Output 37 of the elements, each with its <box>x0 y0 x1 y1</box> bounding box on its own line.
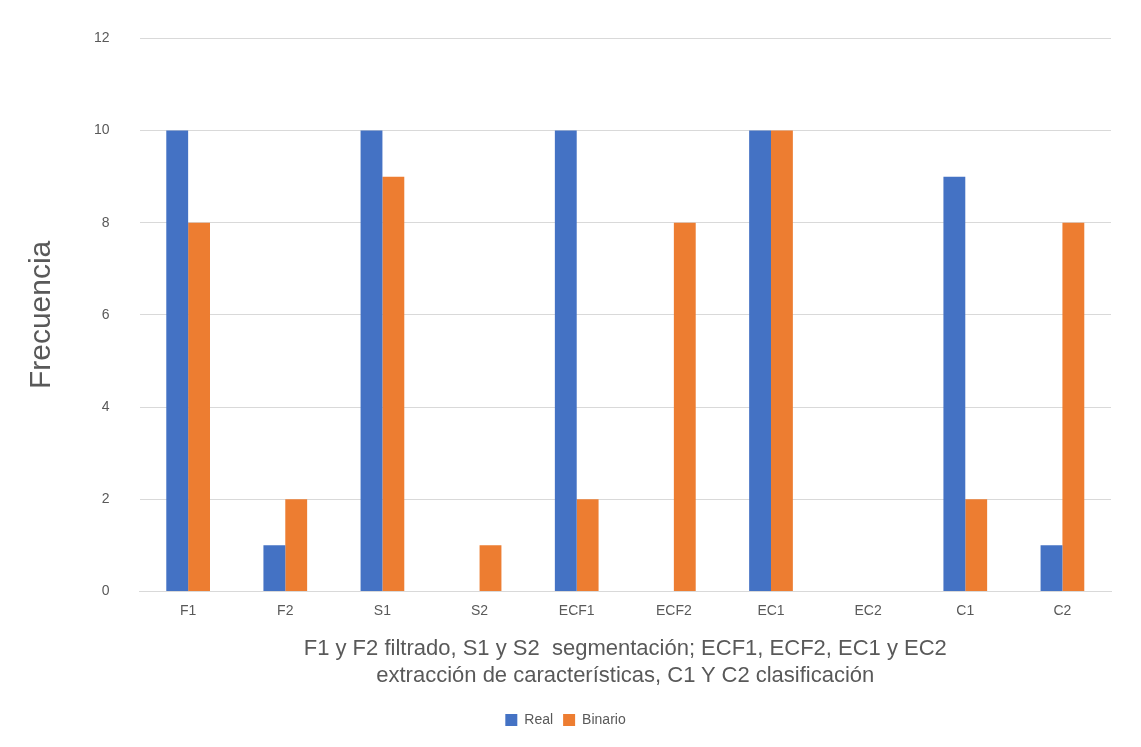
bar <box>965 499 988 591</box>
x-tick-label: C1 <box>956 601 975 618</box>
x-axis-title: F1 y F2 filtrado, S1 y S2 segmentación; ECF1, ECF2, EC1 y EC2 extracción de características, C1 Y C2 clasificación <box>303 635 947 687</box>
bar <box>360 130 383 591</box>
bar <box>285 499 308 591</box>
y-tick-label: 10 <box>93 121 110 138</box>
bar <box>943 176 966 591</box>
x-tick-label: F2 <box>277 601 294 618</box>
y-tick-label: 0 <box>101 582 110 599</box>
y-tick-label: 6 <box>101 305 110 322</box>
x-tick-label: F1 <box>179 601 197 618</box>
bar <box>771 130 793 591</box>
bar <box>576 499 599 591</box>
bar <box>554 130 577 591</box>
bar <box>749 130 771 591</box>
bar <box>166 130 189 591</box>
y-tick-label: 2 <box>101 490 110 507</box>
legend-label: Binario <box>582 710 626 727</box>
x-tick-label: C2 <box>1053 601 1072 618</box>
bar <box>263 545 286 591</box>
bar <box>673 222 696 591</box>
bar <box>188 222 210 591</box>
legend-label: Real <box>524 710 554 727</box>
y-tick-label: 12 <box>93 29 110 46</box>
x-tick-label: ECF2 <box>655 601 692 618</box>
bar <box>382 176 405 591</box>
x-tick-label: S2 <box>471 601 489 618</box>
x-tick-label: ECF1 <box>558 601 595 618</box>
y-tick-label: 8 <box>101 213 110 230</box>
x-tick-label: EC2 <box>854 601 882 618</box>
bar <box>1040 545 1063 591</box>
x-tick-label: EC1 <box>757 601 785 618</box>
bar <box>479 545 502 591</box>
y-axis-title: Frecuencia <box>23 240 57 390</box>
y-tick-label: 4 <box>101 397 110 414</box>
bar <box>1062 222 1085 591</box>
x-tick-label: S1 <box>373 601 392 618</box>
